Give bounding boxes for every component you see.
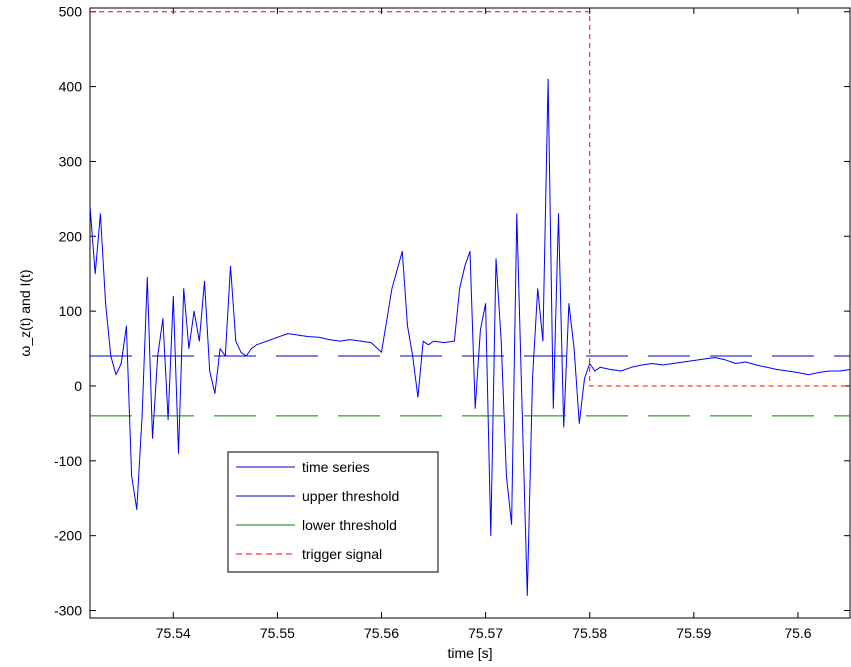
plot-area [89,7,851,619]
x-axis-label: time [s] [447,645,492,661]
x-tick-label: 75.57 [468,625,503,641]
y-tick-label: 500 [59,4,83,20]
x-tick-label: 75.54 [156,625,191,641]
y-axis-label: ω_z(t) and I(t) [17,269,33,356]
legend-label-lower-threshold: lower threshold [302,517,397,533]
y-tick-label: 400 [59,79,83,95]
x-tick-label: 75.58 [572,625,607,641]
y-tick-label: -200 [54,528,82,544]
x-axis: 75.54 75.55 75.56 75.57 75.58 75.59 75.6 [156,8,812,641]
y-axis: -300 -200 -100 0 100 200 300 400 500 [54,4,850,619]
x-tick-label: 75.55 [260,625,295,641]
x-tick-label: 75.6 [784,625,811,641]
legend-label-upper-threshold: upper threshold [302,488,399,504]
y-tick-label: 0 [74,378,82,394]
legend-label-trigger-signal: trigger signal [302,546,382,562]
series-trigger-signal [90,11,850,387]
x-tick-label: 75.56 [364,625,399,641]
y-tick-label: -300 [54,603,82,619]
legend-box [227,451,439,573]
y-tick-label: 300 [59,153,83,169]
y-tick-label: 200 [59,228,83,244]
x-tick-label: 75.59 [676,625,711,641]
series-layer [89,11,851,596]
series-time-series [89,78,851,596]
legend: time series upper threshold lower thresh… [227,451,439,573]
y-tick-label: -100 [54,453,82,469]
legend-label-time-series: time series [302,459,370,475]
y-tick-label: 100 [59,303,83,319]
